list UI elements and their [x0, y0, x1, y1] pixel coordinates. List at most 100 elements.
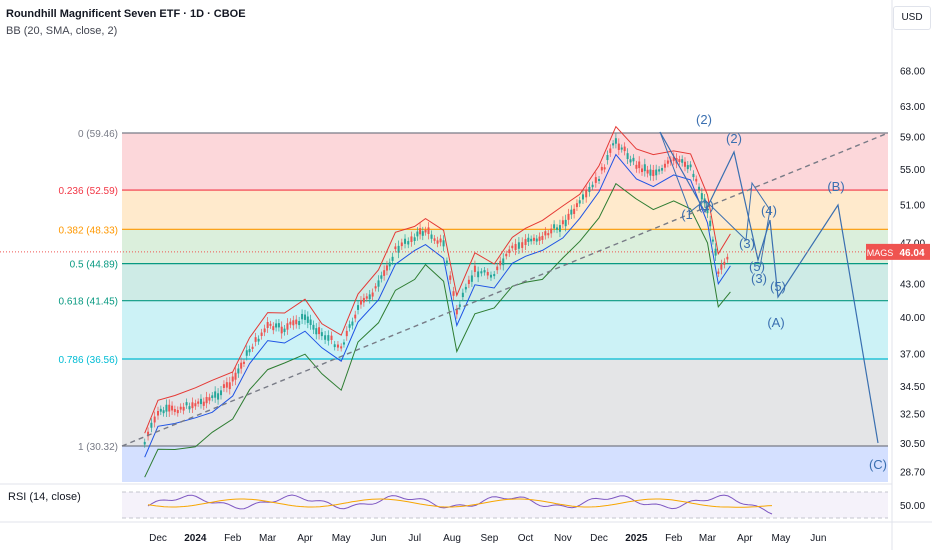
candle-body — [421, 231, 424, 236]
wave-label: (A) — [767, 315, 784, 330]
candle-body — [581, 194, 584, 200]
candle-body — [336, 344, 339, 348]
candle-body — [234, 372, 237, 380]
candle-body — [508, 249, 511, 254]
candle-body — [612, 143, 615, 146]
candle-body — [240, 362, 243, 369]
candle-body — [666, 160, 669, 164]
candle-body — [594, 177, 597, 183]
candle-body — [442, 240, 445, 247]
candle-body — [598, 178, 601, 181]
wave-label: (3) — [739, 236, 755, 251]
rsi-line — [147, 494, 773, 515]
candle-body — [486, 271, 489, 276]
time-tick-label: Aug — [443, 533, 461, 544]
time-tick-label: Sep — [480, 533, 498, 544]
candle-body — [248, 349, 251, 353]
candle-body — [197, 401, 200, 404]
price-tag-bg — [894, 243, 930, 260]
wave-label: (2) — [726, 131, 742, 146]
bb-upper-line — [144, 125, 731, 434]
wave-projection-path — [659, 131, 879, 444]
candle-body — [480, 271, 483, 274]
candle-body — [678, 159, 681, 162]
candle-body — [312, 324, 315, 330]
candle-body — [345, 330, 348, 337]
candle-body — [655, 169, 658, 176]
candle-body — [720, 264, 723, 270]
fib-zone — [122, 359, 888, 446]
candle-body — [661, 168, 664, 171]
wave-label: (2) — [696, 112, 712, 127]
price-tick-label: 30.50 — [900, 439, 925, 450]
candle-body — [467, 279, 470, 284]
indicator-legend[interactable]: BB (20, SMA, close, 2) — [6, 25, 118, 37]
candle-body — [489, 274, 492, 278]
candle-body — [191, 402, 194, 409]
candle-body — [365, 296, 368, 299]
candle-body — [541, 235, 544, 240]
candle-body — [413, 237, 416, 241]
candle-body — [202, 401, 205, 406]
candle-body — [371, 292, 374, 297]
candle-body — [709, 220, 712, 227]
candle-body — [304, 314, 307, 320]
fib-label: 0.236 (52.59) — [59, 186, 119, 197]
candle-body — [567, 213, 570, 220]
fib-zone — [122, 133, 888, 191]
candle-body — [333, 344, 336, 348]
candle-body — [711, 239, 714, 242]
candle-body — [692, 173, 695, 178]
candle-body — [433, 238, 436, 241]
candle-body — [714, 248, 717, 256]
candle-body — [292, 320, 295, 326]
time-tick-label: Apr — [297, 533, 313, 544]
candle-body — [263, 328, 266, 333]
candle-body — [427, 227, 430, 235]
candle-body — [514, 243, 517, 251]
candle-body — [614, 138, 617, 144]
fib-label: 0.786 (36.56) — [59, 355, 119, 366]
candle-body — [410, 236, 413, 242]
candle-body — [301, 313, 304, 320]
candle-body — [306, 316, 309, 323]
candle-body — [340, 346, 343, 349]
candle-body — [324, 335, 327, 340]
rsi-legend[interactable]: RSI (14, close) — [6, 491, 83, 503]
candle-body — [309, 319, 312, 326]
candle-body — [185, 402, 188, 406]
candle-body — [260, 332, 263, 336]
fib-label: 0.5 (44.89) — [70, 260, 118, 271]
candle-body — [695, 178, 698, 182]
candle-body — [556, 227, 559, 230]
rsi-band — [122, 492, 888, 518]
candle-body — [591, 184, 594, 188]
candle-body — [407, 241, 410, 245]
candle-body — [280, 326, 283, 334]
candle-body — [342, 342, 345, 345]
candle-body — [194, 403, 197, 407]
candle-body — [228, 382, 231, 390]
candle-body — [658, 169, 661, 172]
candle-body — [286, 323, 289, 330]
time-tick-label: Jun — [810, 533, 826, 544]
candle-body — [424, 230, 427, 233]
candle-body — [153, 416, 156, 423]
candle-body — [254, 337, 257, 342]
candle-body — [578, 200, 581, 204]
wave-label: (5) — [749, 259, 765, 274]
candle-body — [354, 314, 357, 319]
time-tick-label: Feb — [224, 533, 242, 544]
candle-body — [620, 147, 623, 150]
trendline — [121, 132, 889, 447]
candle-body — [220, 390, 223, 396]
candle-body — [461, 292, 464, 298]
candle-body — [272, 326, 275, 331]
currency-button[interactable]: USD — [893, 6, 931, 30]
candle-body — [629, 159, 632, 163]
candle-body — [330, 335, 333, 340]
candle-body — [242, 361, 245, 364]
candle-body — [380, 275, 383, 279]
candle-body — [222, 384, 225, 388]
